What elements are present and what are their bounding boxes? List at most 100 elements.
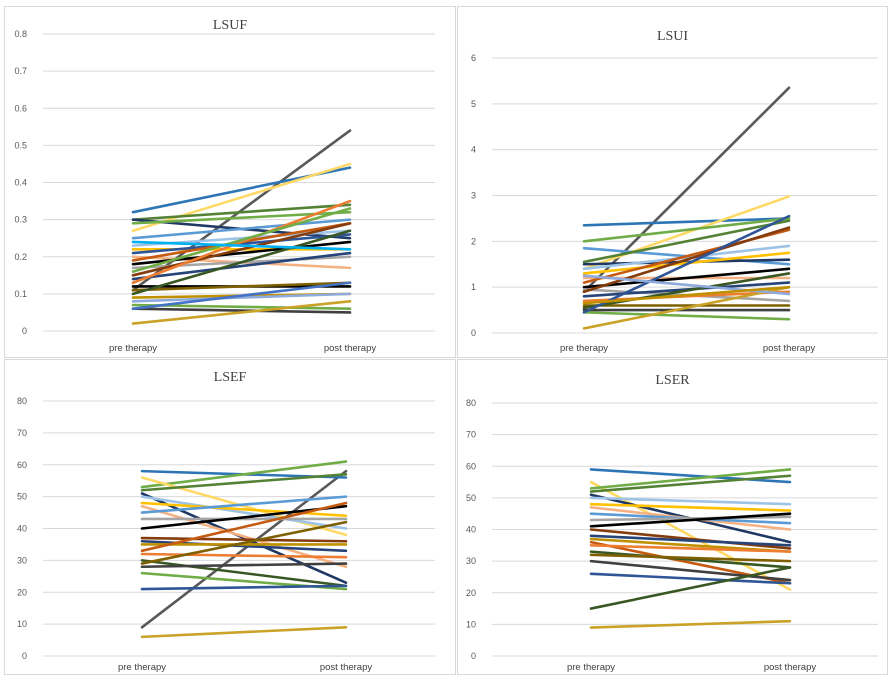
chart-title: LSUF (213, 18, 247, 33)
y-tick-label: 0.3 (14, 215, 27, 225)
y-tick-label: 40 (466, 525, 476, 535)
y-tick-label: 50 (466, 493, 476, 503)
series-line-3 (131, 203, 352, 221)
series-line-3 (582, 217, 791, 243)
x-tick-label-post-therapy: post therapy (763, 343, 816, 354)
y-tick-label: 70 (466, 430, 476, 440)
y-tick-label: 80 (17, 396, 27, 406)
series-line-4 (140, 473, 348, 492)
x-tick-label-pre-therapy: pre therapy (109, 343, 157, 354)
series-line-17 (582, 272, 791, 310)
series-line-15 (140, 501, 348, 553)
series-line-1 (582, 217, 791, 227)
x-tick-label-pre-therapy: pre therapy (560, 343, 608, 354)
y-tick-label: 0 (22, 651, 27, 661)
series-line-2 (589, 468, 792, 490)
series-line-21 (140, 584, 348, 591)
series-line-6 (140, 495, 348, 530)
series-line-5 (582, 219, 791, 264)
chart-title: LSEF (214, 370, 247, 385)
y-tick-label: 0.6 (14, 103, 27, 113)
y-tick-label: 10 (17, 619, 27, 629)
series-line-3 (589, 474, 792, 493)
y-tick-label: 60 (466, 461, 476, 471)
series-line-13 (582, 226, 791, 294)
series-line-9 (589, 515, 792, 522)
y-tick-label: 50 (17, 492, 27, 502)
y-tick-label: 0.4 (14, 178, 27, 188)
series-line-19 (131, 229, 352, 296)
y-tick-label: 5 (471, 99, 476, 109)
series-line-5 (140, 492, 348, 584)
series-line-25 (131, 299, 352, 325)
y-tick-label: 30 (17, 555, 27, 565)
chart-panel-lser: LSER 0 10 20 30 40 50 60 70 80 pre therapy post the… (457, 359, 888, 675)
x-tick-label-post-therapy: post therapy (320, 662, 373, 673)
series-line-15 (589, 544, 792, 553)
y-tick-label: 0.8 (14, 29, 27, 39)
chart-svg: LSUF 0 0.1 0.2 0.3 0.4 0.5 0.6 0.7 0.8 pre therapy… (14, 18, 435, 354)
series-line-9 (131, 233, 352, 255)
series-line-16 (131, 199, 352, 285)
series-line-5 (589, 496, 792, 506)
y-tick-label: 60 (17, 460, 27, 470)
series-line-26 (131, 207, 352, 273)
series-line-6 (131, 218, 352, 240)
y-tick-label: 6 (471, 53, 476, 63)
series-line-7 (140, 501, 348, 518)
x-tick-label-post-therapy: post therapy (764, 662, 817, 673)
series-line-9 (140, 495, 348, 514)
series-line-0 (131, 129, 352, 292)
series-line-0 (589, 468, 792, 484)
series-line-20 (582, 214, 791, 314)
y-tick-label: 20 (17, 587, 27, 597)
series-line-23 (131, 307, 352, 314)
y-tick-label: 0.1 (14, 289, 27, 299)
chart-svg: LSEF 0 10 20 30 40 50 60 70 80 pre therapy post the… (17, 370, 435, 673)
y-tick-label: 0.2 (14, 252, 27, 262)
series-line-17 (140, 559, 348, 588)
series-line-16 (140, 552, 348, 559)
series-line-12 (140, 536, 348, 543)
y-tick-label: 0 (22, 326, 27, 336)
series-line-11 (589, 528, 792, 550)
series-line-2 (140, 460, 348, 489)
series-line-21 (131, 292, 352, 303)
y-tick-label: 70 (17, 428, 27, 438)
chart-panel-lsui: LSUI 0 1 2 3 4 5 6 pre therapy post therapy (457, 6, 888, 358)
series-line-19 (582, 311, 791, 321)
x-tick-label-post-therapy: post therapy (324, 343, 377, 354)
series-line-24 (131, 281, 352, 311)
y-tick-label: 4 (471, 145, 476, 155)
series-line-21 (589, 619, 792, 629)
y-tick-label: 3 (471, 191, 476, 201)
y-tick-label: 0 (471, 328, 476, 338)
chart-panel-lsef: LSEF 0 10 20 30 40 50 60 70 80 pre therapy post the… (4, 359, 456, 675)
chart-svg: LSER 0 10 20 30 40 50 60 70 80 pre therapy post the… (466, 373, 878, 673)
series-line-18 (140, 520, 348, 565)
series-line-18 (131, 281, 352, 292)
series-line-0 (140, 469, 348, 629)
series-line-18 (589, 559, 792, 582)
series-line-27 (131, 240, 352, 251)
series-line-19 (589, 572, 792, 585)
series-line-16 (589, 550, 792, 569)
x-tick-label-pre-therapy: pre therapy (567, 662, 615, 673)
chart-svg: LSUI 0 1 2 3 4 5 6 pre therapy post therapy (471, 29, 878, 354)
series-line-2 (582, 195, 791, 271)
series-line-22 (140, 626, 348, 639)
series-line-20 (589, 566, 792, 610)
y-tick-label: 10 (466, 619, 476, 629)
series-line-17 (589, 553, 792, 563)
y-tick-label: 0.5 (14, 140, 27, 150)
series-line-6 (589, 502, 792, 512)
series-line-12 (589, 534, 792, 547)
chart-panel-lsuf: LSUF 0 0.1 0.2 0.3 0.4 0.5 0.6 0.7 0.8 pre therapy… (4, 6, 456, 358)
chart-title: LSER (655, 373, 690, 388)
y-tick-label: 40 (17, 524, 27, 534)
y-tick-label: 0.7 (14, 66, 27, 76)
series-line-15 (131, 251, 352, 281)
y-tick-label: 20 (466, 588, 476, 598)
series-line-11 (582, 267, 791, 289)
y-tick-label: 1 (471, 282, 476, 292)
